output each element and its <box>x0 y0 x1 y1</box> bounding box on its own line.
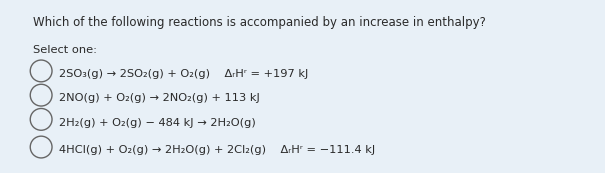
Text: 2SO₃(g) → 2SO₂(g) + O₂(g)    ΔᵣHʳ = +197 kJ: 2SO₃(g) → 2SO₂(g) + O₂(g) ΔᵣHʳ = +197 kJ <box>59 69 309 79</box>
Text: 2H₂(g) + O₂(g) − 484 kJ → 2H₂O(g): 2H₂(g) + O₂(g) − 484 kJ → 2H₂O(g) <box>59 118 256 128</box>
Text: 2NO(g) + O₂(g) → 2NO₂(g) + 113 kJ: 2NO(g) + O₂(g) → 2NO₂(g) + 113 kJ <box>59 93 260 103</box>
Text: Select one:: Select one: <box>33 45 97 55</box>
Text: Which of the following reactions is accompanied by an increase in enthalpy?: Which of the following reactions is acco… <box>33 16 486 29</box>
Text: 4HCl(g) + O₂(g) → 2H₂O(g) + 2Cl₂(g)    ΔᵣHʳ = −111.4 kJ: 4HCl(g) + O₂(g) → 2H₂O(g) + 2Cl₂(g) ΔᵣHʳ… <box>59 145 376 155</box>
